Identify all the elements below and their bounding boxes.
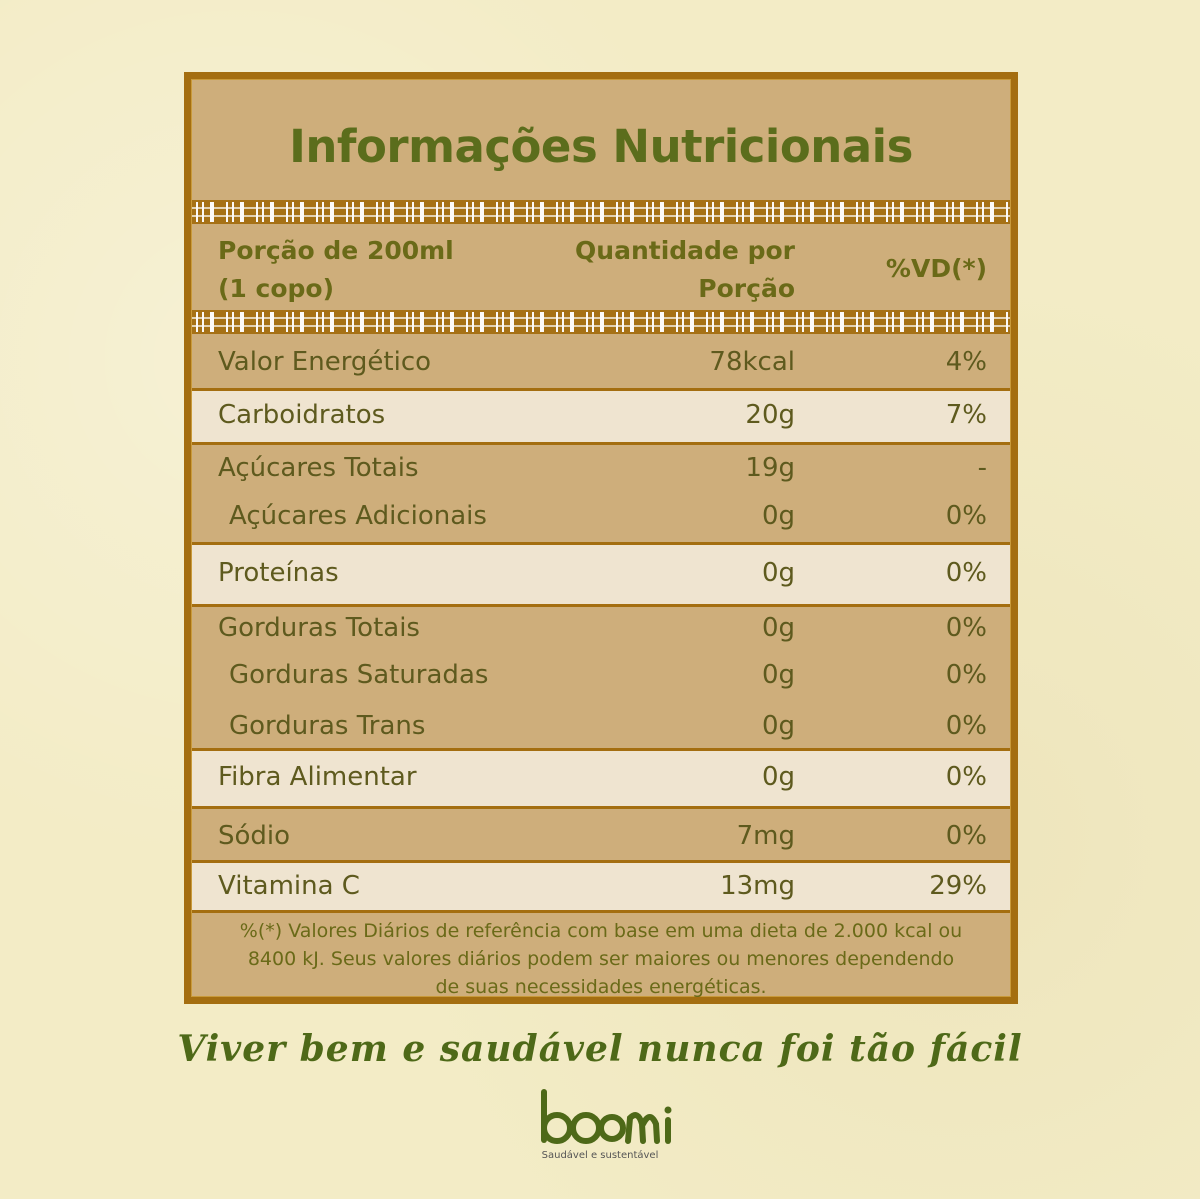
nutrient-name: Gorduras Trans — [229, 711, 426, 741]
table-row: Açúcares Totais 19g - Açúcares Adicionai… — [192, 442, 1010, 542]
nutrient-vd: 0% — [945, 501, 987, 531]
nutrient-name: Gorduras Saturadas — [229, 660, 489, 690]
nutrition-table: Informações Nutricionais Porção de 200ml… — [184, 72, 1018, 1004]
footnote-line: 8400 kJ. Seus valores diários podem ser … — [247, 948, 955, 970]
nutrient-name: Açúcares Totais — [218, 453, 419, 483]
nutrient-quantity: 13mg — [720, 871, 795, 901]
table-row: Fibra Alimentar 0g 0% — [192, 748, 1010, 806]
nutrient-vd: - — [977, 453, 987, 483]
nutrient-vd: 29% — [929, 871, 987, 901]
quantity-header: Quantidade por Porção — [575, 232, 795, 308]
table-row: Valor Energético 78kcal 4% — [192, 336, 1010, 388]
footnote: %(*) Valores Diários de referência com b… — [192, 910, 1010, 998]
nutrient-quantity: 20g — [745, 400, 795, 430]
nutrient-name: Gorduras Totais — [218, 613, 420, 643]
nutrient-quantity: 0g — [761, 711, 795, 741]
nutrient-name: Sódio — [218, 821, 291, 851]
nutrient-quantity: 0g — [761, 762, 795, 792]
nutrient-vd: 0% — [945, 558, 987, 588]
brand-logo — [541, 1089, 672, 1144]
nutrient-vd: 0% — [945, 762, 987, 792]
nutrient-name: Valor Energético — [218, 347, 432, 377]
nutrient-name: Vitamina C — [218, 871, 360, 901]
nutrient-name: Açúcares Adicionais — [229, 501, 487, 531]
nutrition-table-inner: Informações Nutricionais Porção de 200ml… — [191, 79, 1011, 998]
portion-line1: Porção de 200ml — [218, 236, 454, 265]
nutrient-vd: 4% — [945, 347, 987, 377]
nutrient-quantity: 7mg — [736, 821, 795, 851]
footnote-line: de suas necessidades energéticas. — [435, 976, 767, 998]
nutrient-vd: 0% — [945, 821, 987, 851]
footnote-line: %(*) Valores Diários de referência com b… — [239, 920, 963, 942]
nutrient-quantity: 0g — [761, 660, 795, 690]
nutrient-name: Proteínas — [218, 558, 339, 588]
table-title: Informações Nutricionais — [289, 120, 913, 173]
nutrient-quantity: 0g — [761, 501, 795, 531]
table-row: Gorduras Totais 0g 0% Gorduras Saturadas… — [192, 604, 1010, 748]
brand-slogan: Saudável e sustentável — [541, 1150, 659, 1161]
table-row: Proteínas 0g 0% — [192, 542, 1010, 604]
quantity-line2: Porção — [698, 274, 795, 303]
nutrient-quantity: 0g — [761, 558, 795, 588]
decorative-band-bottom — [192, 310, 1010, 334]
nutrient-vd: 0% — [945, 660, 987, 690]
nutrient-quantity: 19g — [745, 453, 795, 483]
nutrient-quantity: 78kcal — [709, 347, 795, 377]
portion-header: Porção de 200ml (1 copo) — [218, 232, 454, 308]
tagline: Viver bem e saudável nunca foi tão fácil — [177, 1028, 1023, 1070]
decorative-band-top — [192, 200, 1010, 224]
quantity-line1: Quantidade por — [575, 236, 795, 265]
nutrient-quantity: 0g — [761, 613, 795, 643]
table-row: Vitamina C 13mg 29% — [192, 860, 1010, 910]
nutrient-vd: 0% — [945, 613, 987, 643]
nutrient-vd: 7% — [945, 400, 987, 430]
table-row: Sódio 7mg 0% — [192, 806, 1010, 860]
nutrient-name: Carboidratos — [218, 400, 386, 430]
table-row: Carboidratos 20g 7% — [192, 388, 1010, 442]
vd-header: %VD(*) — [885, 254, 987, 283]
portion-line2: (1 copo) — [218, 274, 335, 303]
table-header: Porção de 200ml (1 copo) Quantidade por … — [192, 226, 1010, 310]
nutrient-name: Fibra Alimentar — [218, 762, 417, 792]
nutrient-vd: 0% — [945, 711, 987, 741]
